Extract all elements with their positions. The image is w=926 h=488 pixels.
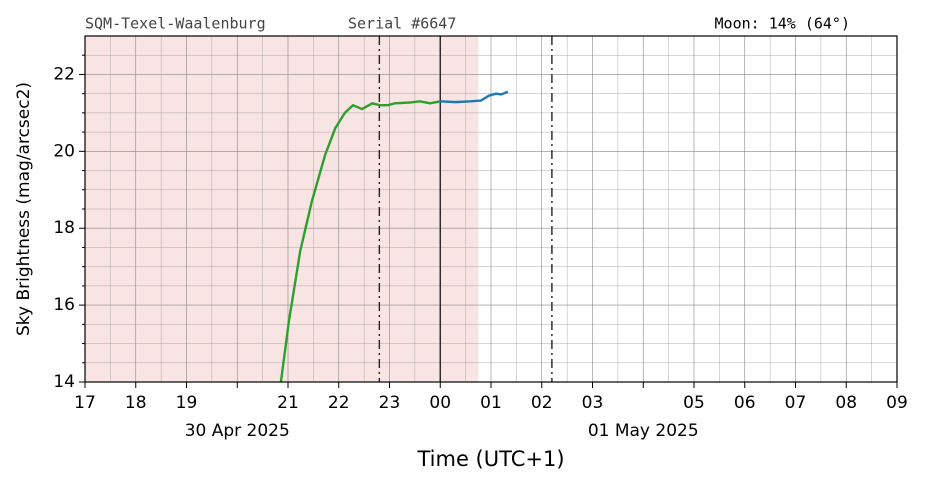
x-tick-label: 09 <box>886 393 908 413</box>
date-label: 30 Apr 2025 <box>185 421 290 441</box>
brightness-line <box>440 90 509 104</box>
x-tick-label: 22 <box>328 393 350 413</box>
x-tick-label: 03 <box>582 393 604 413</box>
x-tick-label: 01 <box>480 393 502 413</box>
x-tick-label: 23 <box>379 393 401 413</box>
brightness-line <box>279 100 441 383</box>
station-name: SQM-Texel-Waalenburg <box>85 15 266 33</box>
y-tick-label: 14 <box>53 372 75 392</box>
x-tick-label: 07 <box>785 393 807 413</box>
serial: Serial #6647 <box>348 15 456 33</box>
x-tick-label: 00 <box>429 393 451 413</box>
x-axis-title: Time (UTC+1) <box>416 447 564 471</box>
moon-info: Moon: 14% (64°) <box>715 15 850 33</box>
y-axis-title: Sky Brightness (mag/arcsec2) <box>14 82 34 336</box>
date-label: 01 May 2025 <box>588 421 699 441</box>
plot-frame <box>84 35 898 383</box>
y-tick-label: 22 <box>53 64 75 84</box>
x-tick-label: 18 <box>125 393 147 413</box>
y-tick-label: 18 <box>53 218 75 238</box>
x-tick-label: 08 <box>835 393 857 413</box>
x-tick-label: 17 <box>74 393 96 413</box>
x-tick-label: 02 <box>531 393 553 413</box>
x-tick-label: 05 <box>683 393 705 413</box>
y-tick-label: 20 <box>53 141 75 161</box>
x-tick-label: 06 <box>734 393 756 413</box>
y-tick-label: 16 <box>53 295 75 315</box>
x-tick-label: 21 <box>277 393 299 413</box>
x-tick-label: 19 <box>176 393 198 413</box>
